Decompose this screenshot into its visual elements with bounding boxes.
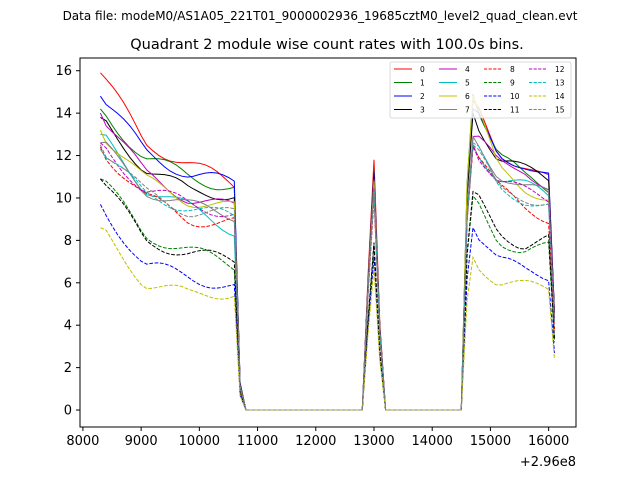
x-tick-label: 8000 [66,434,99,449]
series-line-1 [100,93,555,411]
y-axis: 0 2 4 6 8 10 12 14 16 [55,64,80,419]
series-line-14 [100,227,555,411]
legend-label-11: 11 [510,105,520,114]
plot-area [99,72,555,411]
x-tick-label: 14000 [412,434,453,449]
legend-label-9: 9 [510,78,515,87]
y-tick-label: 14 [55,107,72,122]
legend-label-12: 12 [555,65,565,74]
series-line-0 [100,72,555,411]
x-tick-label: 9000 [125,434,158,449]
y-tick-label: 6 [64,276,72,291]
x-tick-label: 15000 [470,434,511,449]
x-tick-label: 11000 [237,434,278,449]
series-line-10 [99,204,555,411]
y-tick-label: 12 [55,149,72,164]
legend-label-1: 1 [420,78,425,87]
y-tick-label: 2 [64,361,72,376]
x-axis: 8000 9000 10000 11000 12000 13000 14000 15000 16… [66,427,569,449]
series-line-12 [100,142,555,411]
series-line-13 [99,141,555,411]
chart-title: Quadrant 2 module wise count rates with … [130,37,524,53]
y-tick-label: 10 [55,191,72,206]
legend-label-13: 13 [555,78,565,87]
figure-suptitle: Data file: modeM0/AS1A05_221T01_90000029… [63,9,578,23]
x-axis-offset-label: +2.96e8 [520,455,576,470]
series-line-3 [100,112,555,411]
legend-label-8: 8 [510,65,515,74]
x-tick-label: 10000 [179,434,220,449]
x-tick-label: 13000 [353,434,394,449]
legend-label-2: 2 [420,92,425,101]
x-tick-label: 12000 [295,434,336,449]
legend-label-7: 7 [465,105,470,114]
series-line-7 [100,134,555,411]
series-line-9 [100,178,555,411]
axes-frame [79,57,577,428]
legend-label-5: 5 [465,78,470,87]
legend-label-14: 14 [555,92,565,101]
y-tick-label: 0 [64,404,72,419]
y-tick-label: 4 [64,319,72,334]
series-line-15 [99,143,555,411]
legend-label-10: 10 [510,92,520,101]
x-tick-label: 16000 [528,434,569,449]
legend-label-15: 15 [555,105,565,114]
legend-label-6: 6 [465,92,470,101]
y-tick-label: 16 [55,64,72,79]
legend-label-0: 0 [420,65,425,74]
series-line-4 [99,112,555,411]
series-line-8 [99,145,555,411]
legend-box [389,61,572,119]
legend-label-3: 3 [420,105,425,114]
legend-label-4: 4 [465,65,470,74]
series-line-11 [100,178,555,411]
y-tick-label: 8 [64,234,72,249]
